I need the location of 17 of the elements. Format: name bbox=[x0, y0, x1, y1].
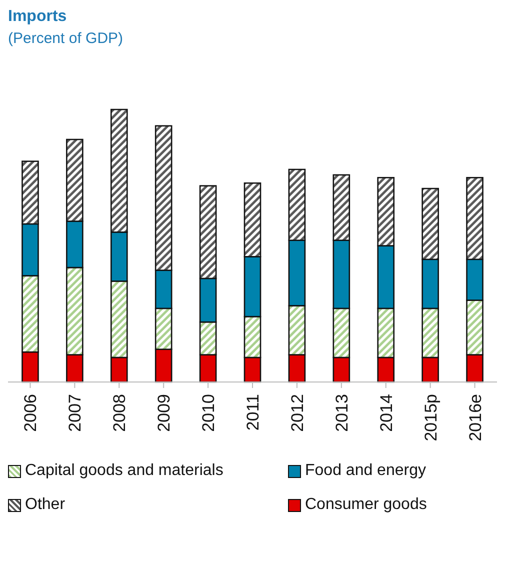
x-tick-label: 2014 bbox=[376, 394, 396, 432]
chart-subtitle: (Percent of GDP) bbox=[8, 30, 124, 47]
chart-title: Imports bbox=[8, 8, 68, 26]
legend-label: Food and energy bbox=[305, 462, 426, 480]
x-tick-label: 2015p bbox=[421, 394, 440, 442]
x-tick-label: 2008 bbox=[110, 394, 130, 432]
x-tick-label: 2007 bbox=[66, 394, 85, 432]
legend-label: Other bbox=[25, 496, 66, 514]
legend-label: Consumer goods bbox=[305, 496, 427, 514]
x-tick-label: 2006 bbox=[21, 394, 40, 432]
x-tick-label: 2012 bbox=[288, 394, 307, 432]
x-tick-label: 2011 bbox=[244, 394, 262, 431]
legend-label: Capital goods and materials bbox=[25, 462, 224, 480]
x-tick-label: 2016e bbox=[466, 394, 485, 442]
x-tick-label: 2009 bbox=[154, 394, 174, 432]
x-tick-label: 2010 bbox=[199, 394, 218, 432]
x-tick-label: 2013 bbox=[332, 394, 352, 432]
